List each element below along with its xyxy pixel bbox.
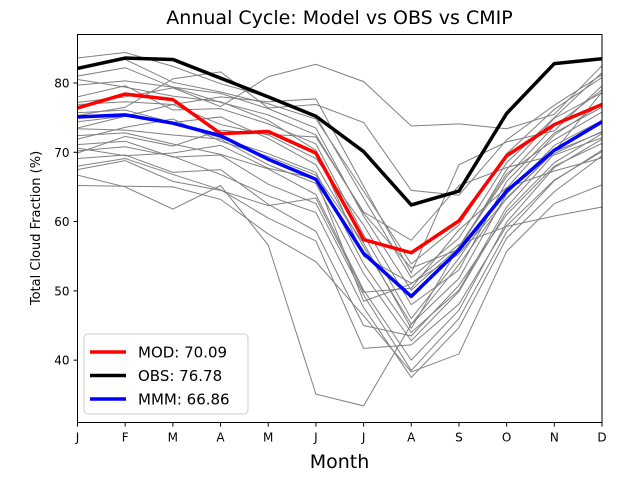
cmip-model-line-1 [77,52,602,279]
x-tick-label: J [361,431,366,445]
legend-label-obs: OBS: 76.78 [138,367,222,385]
x-tick-label: A [216,431,225,445]
cmip-model-line-22 [77,144,602,302]
cmip-model-lines [77,52,602,407]
x-tick-label: S [455,431,463,445]
chart-title: Annual Cycle: Model vs OBS vs CMIP [166,7,512,29]
y-tick-label: 60 [54,215,69,229]
series-line-mmm [77,113,602,299]
y-axis-label: Total Cloud Fraction (%) [29,151,44,306]
series-line-obs [77,56,602,207]
legend: MOD: 70.09 OBS: 76.78 MMM: 66.86 [83,333,249,415]
y-tick-label: 50 [54,284,69,298]
x-tick-label: D [597,431,606,445]
y-tick-label: 40 [54,354,69,368]
cmip-model-line-13 [77,142,602,337]
cmip-model-line-21 [77,79,602,284]
cmip-model-line-20 [77,129,602,241]
cmip-model-line-10 [77,132,602,361]
x-tick-label: A [407,431,416,445]
cmip-model-line-16 [77,184,602,373]
cmip-model-line-19 [77,85,602,274]
cmip-model-line-17 [77,63,602,130]
cmip-model-line-14 [77,151,602,349]
x-tick-label: N [550,431,559,445]
legend-label-mmm: MMM: 66.86 [138,391,230,409]
cmip-model-line-6 [77,101,602,306]
legend-label-mod: MOD: 70.09 [138,344,227,362]
x-tick-label: F [122,431,129,445]
x-axis-label: Month [310,451,370,473]
plot-frame [77,34,603,423]
x-tick-label: J [75,431,80,445]
y-tick-label: 80 [54,77,69,91]
series-line-mod [77,92,602,255]
main-series-lines [77,56,602,299]
legend-box [83,333,249,415]
cmip-model-line-18 [77,71,602,196]
cmip-model-line-12 [77,146,602,379]
x-tick-label: J [313,431,318,445]
y-axis: 40 50 60 70 80 [54,77,78,368]
cmip-model-line-2 [77,58,602,265]
x-tick-label: O [502,431,511,445]
cmip-model-line-9 [77,128,602,342]
y-tick-label: 70 [54,146,69,160]
x-tick-label: M [168,431,178,445]
x-tick-label: M [263,431,273,445]
